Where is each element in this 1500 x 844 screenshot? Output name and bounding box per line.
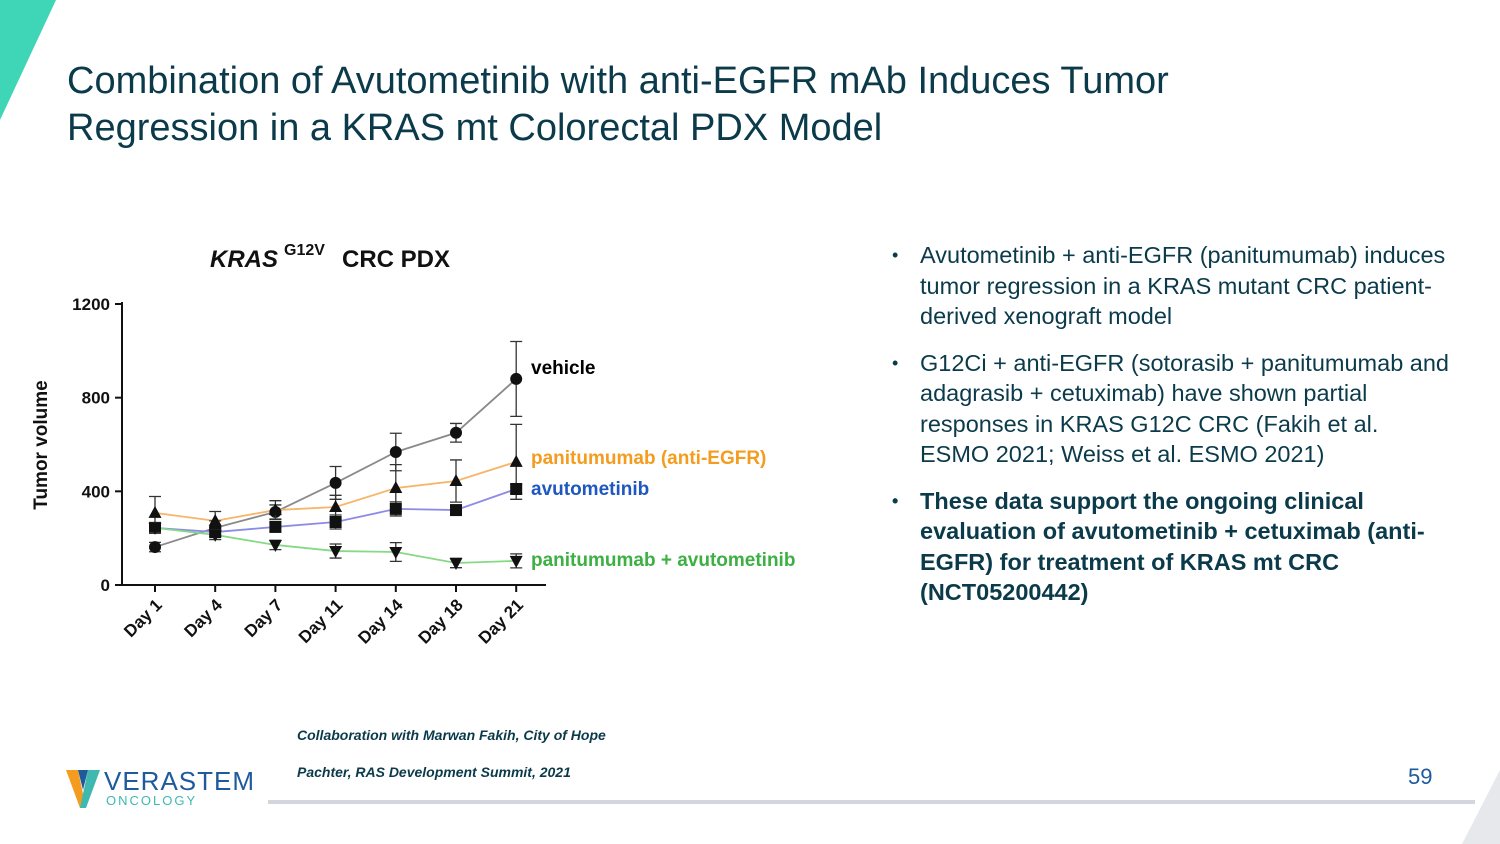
page-number: 59 <box>1408 764 1433 789</box>
marker <box>149 541 161 554</box>
series-label: vehicle <box>531 358 595 379</box>
marker <box>268 503 282 516</box>
y-tick-label: 800 <box>82 389 110 408</box>
marker <box>148 522 162 535</box>
marker <box>389 502 402 515</box>
marker <box>269 520 282 533</box>
series-label: panitumumab (anti-EGFR) <box>531 448 766 469</box>
y-tick-label: 0 <box>101 576 110 595</box>
footnote: Collaboration with Marwan Fakih, City of… <box>297 727 606 743</box>
logo-subtext: ONCOLOGY <box>106 793 198 808</box>
bullet: Avutometinib + anti-EGFR (panitumumab) i… <box>890 240 1450 332</box>
chart-title: CRC PDX <box>342 246 450 273</box>
series-label: panitumumab + avutometinib <box>531 550 795 571</box>
chart-title: KRAS <box>210 246 278 273</box>
corner-accent <box>1462 770 1500 844</box>
marker <box>389 546 403 559</box>
bullet-list: Avutometinib + anti-EGFR (panitumumab) i… <box>890 240 1450 624</box>
marker <box>509 454 523 467</box>
marker <box>389 445 402 458</box>
x-tick-label: Day 4 <box>181 595 227 641</box>
logo-icon <box>78 770 88 790</box>
marker <box>329 516 342 529</box>
marker <box>389 481 403 494</box>
marker <box>148 505 162 518</box>
marker <box>449 474 463 487</box>
x-tick-label: Day 18 <box>415 595 467 647</box>
slide-title: Combination of Avutometinib with anti-EG… <box>67 60 1169 149</box>
series-label: avutometinib <box>531 479 649 500</box>
y-tick-label: 1200 <box>72 295 110 314</box>
marker <box>329 476 342 489</box>
x-tick-label: Day 14 <box>354 595 407 648</box>
y-axis-label: Tumor volume <box>31 380 52 510</box>
marker <box>208 529 222 542</box>
marker <box>450 504 462 517</box>
x-tick-label: Day 11 <box>295 595 347 647</box>
logo-icon <box>66 770 86 808</box>
marker <box>208 513 222 526</box>
x-tick-label: Day 1 <box>120 595 166 641</box>
marker <box>329 546 343 559</box>
marker <box>268 539 282 552</box>
chart: KRAS G12V CRC PDX Tumor volume 0 400 800 12… <box>31 242 795 648</box>
marker <box>509 555 523 568</box>
marker <box>449 557 463 570</box>
marker <box>510 372 523 385</box>
logo-text: VERASTEM <box>104 766 256 796</box>
marker <box>450 426 462 439</box>
logo-icon <box>80 770 100 808</box>
bullet: G12Ci + anti-EGFR (sotorasib + panitumum… <box>890 348 1450 470</box>
x-tick-label: Day 7 <box>241 595 287 641</box>
footnote: Pachter, RAS Development Summit, 2021 <box>297 764 571 780</box>
marker <box>510 482 523 495</box>
marker <box>329 500 343 513</box>
corner-accent <box>0 0 56 120</box>
x-tick-label: Day 21 <box>475 595 527 647</box>
bullet: These data support the ongoing clinical … <box>890 486 1450 608</box>
y-tick-label: 400 <box>82 482 110 501</box>
chart-title-sup: G12V <box>284 242 325 259</box>
